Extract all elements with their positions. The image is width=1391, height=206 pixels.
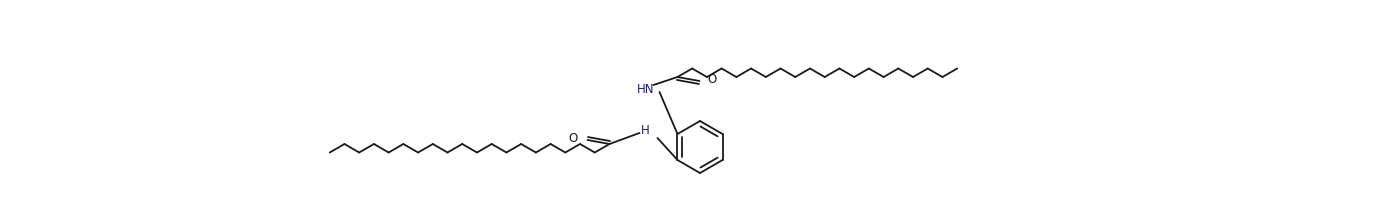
- Text: H: H: [641, 124, 650, 137]
- Text: O: O: [569, 132, 577, 145]
- Text: HN: HN: [637, 83, 654, 96]
- Text: O: O: [708, 73, 716, 86]
